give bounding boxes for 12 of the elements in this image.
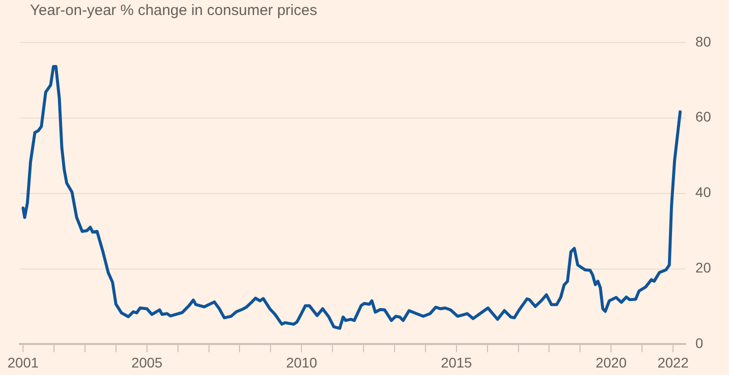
y-tick-label: 20: [695, 260, 712, 276]
chart-subtitle: Year-on-year % change in consumer prices: [29, 1, 318, 21]
x-tick-label: 2020: [596, 354, 627, 370]
x-tick-label: 2010: [286, 354, 318, 370]
y-tick-label: 80: [695, 33, 712, 50]
x-tick-label: 2022: [657, 354, 689, 370]
x-tick-label: 2015: [440, 354, 472, 370]
x-tick-label: 2005: [131, 354, 163, 370]
y-tick-label: 0: [695, 335, 704, 352]
y-tick-label: 60: [695, 108, 712, 125]
x-tick-label: 2001: [8, 354, 39, 370]
y-tick-label: 40: [695, 184, 712, 200]
